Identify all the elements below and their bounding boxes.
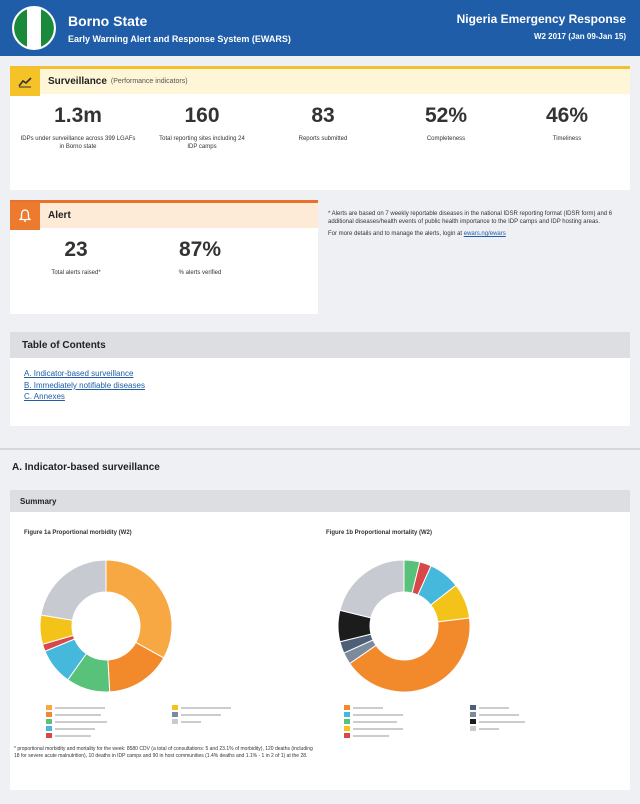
toc-item: A. Indicator-based surveillance xyxy=(24,369,134,378)
donut-slice xyxy=(339,559,405,619)
report-header: Borno State Early Warning Alert and Resp… xyxy=(0,0,640,56)
donut-slice xyxy=(348,617,471,693)
surveillance-header: Surveillance (Performance indicators) xyxy=(10,66,630,96)
mortality-donut-chart xyxy=(337,559,471,693)
toc-list: A. Indicator-based surveillance B. Immed… xyxy=(10,358,630,413)
morbidity-donut-chart xyxy=(39,559,173,693)
nigeria-flag-logo xyxy=(12,6,56,50)
morbidity-legend xyxy=(46,704,107,739)
alert-panel: Alert 23 Total alerts raised* 87%% alerts… xyxy=(10,200,318,314)
alert-stats: 23 Total alerts raised* 87%% alerts verif… xyxy=(10,228,318,278)
morbidity-chart-title: Figure 1a Proportional morbidity (W2) xyxy=(24,530,132,536)
alert-header: Alert xyxy=(10,200,318,230)
stat-reports: 83 Reports submitted xyxy=(298,104,348,142)
stat-sites: 160 Total reporting sites including 24 ID… xyxy=(159,104,245,150)
bell-icon xyxy=(10,201,40,230)
charts-footnote: * proportional morbidity and mortality f… xyxy=(14,746,313,759)
surveillance-panel: Surveillance (Performance indicators) 1.… xyxy=(10,66,630,190)
section-divider xyxy=(0,448,640,450)
morbidity-legend-2 xyxy=(172,704,231,725)
surveillance-title: Surveillance xyxy=(48,76,107,87)
alert-footnote: * Alerts are based on 7 weekly reportabl… xyxy=(328,210,618,242)
section-a-title: A. Indicator-based surveillance xyxy=(12,462,160,473)
stat-idps: 1.3m IDPs under surveillance across 399 L… xyxy=(20,104,136,150)
surveillance-subtitle: (Performance indicators) xyxy=(110,78,188,85)
surveillance-stats: 1.3m IDPs under surveillance across 399 L… xyxy=(10,94,630,152)
alert-note-text: * Alerts are based on 7 weekly reportabl… xyxy=(328,211,613,226)
mortality-chart-title: Figure 1b Proportional mortality (W2) xyxy=(326,530,433,536)
alert-note-login: For more details and to manage the alert… xyxy=(328,231,506,238)
toc-item: C. Annexes xyxy=(24,392,65,402)
mortality-legend xyxy=(344,704,403,739)
chart-trend-icon xyxy=(10,67,40,96)
donut-slice xyxy=(105,559,173,659)
ewars-link[interactable]: ewars.ng/ewars xyxy=(463,231,506,238)
summary-label: Summary xyxy=(10,490,630,512)
mortality-legend-2 xyxy=(470,704,525,732)
system-subtitle: Early Warning Alert and Response System … xyxy=(68,33,291,44)
toc-title: Table of Contents xyxy=(10,332,630,358)
response-title: Nigeria Emergency Response xyxy=(456,12,626,26)
toc-item: B. Immediately notifiable diseases xyxy=(24,380,145,390)
state-title: Borno State xyxy=(68,12,148,29)
stat-completeness: 52% Completeness xyxy=(424,104,468,142)
summary-box: Summary xyxy=(10,490,630,790)
alert-title: Alert xyxy=(48,210,71,221)
stat-alerts-verified: 87%% alerts verified xyxy=(178,238,222,276)
donut-slice xyxy=(40,559,107,621)
stat-alerts-raised: 23 Total alerts raised* xyxy=(51,238,101,276)
stat-timeliness: 46% Timeliness xyxy=(545,104,589,142)
toc-panel: Table of Contents A. Indicator-based sur… xyxy=(10,332,630,426)
report-period: W2 2017 (Jan 09-Jan 15) xyxy=(533,32,626,41)
